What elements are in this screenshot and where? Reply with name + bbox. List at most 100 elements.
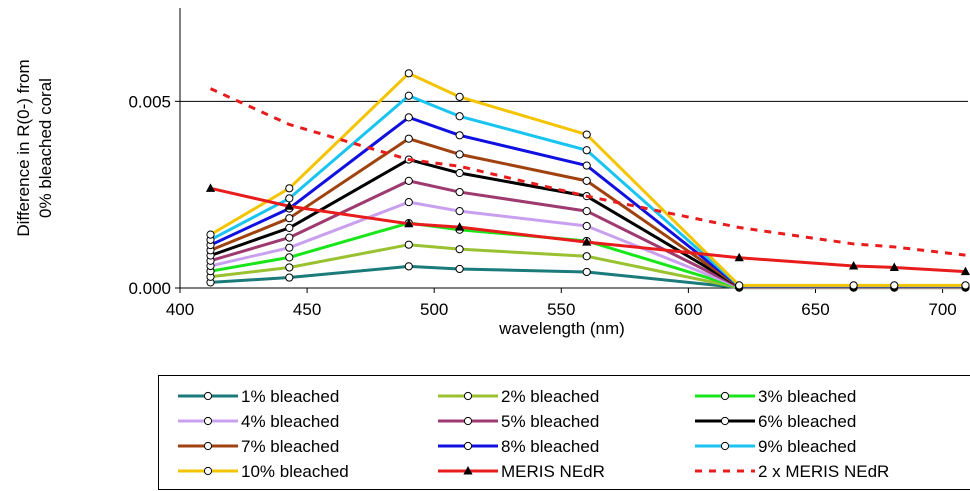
legend-marker — [720, 416, 730, 426]
legend-marker — [463, 441, 473, 451]
data-point — [582, 221, 591, 231]
legend-label: 7% bleached — [241, 437, 339, 456]
legend-item: MERIS NEdR — [438, 462, 605, 481]
legend-marker — [720, 441, 730, 451]
data-point — [404, 198, 413, 207]
data-point — [455, 150, 464, 159]
data-point — [455, 264, 464, 274]
legend-item: 5% bleached — [438, 412, 599, 431]
data-point — [582, 206, 591, 216]
data-point — [849, 281, 858, 290]
x-tick-label: 400 — [166, 300, 194, 319]
legend-label: 8% bleached — [501, 437, 599, 456]
legend-label: MERIS NEdR — [501, 462, 605, 481]
data-point — [582, 176, 591, 185]
data-point — [285, 273, 294, 282]
data-point — [404, 218, 414, 228]
legend-item: 6% bleached — [695, 412, 856, 431]
x-tick-label: 650 — [801, 300, 829, 319]
legend-label: 6% bleached — [758, 412, 856, 431]
data-point — [285, 214, 294, 223]
data-point — [285, 233, 294, 242]
legend-item: 4% bleached — [178, 412, 339, 431]
data-point — [455, 112, 464, 121]
data-point — [455, 206, 464, 216]
data-point — [455, 245, 464, 254]
data-point — [206, 230, 215, 239]
x-tick-label: 700 — [928, 300, 956, 319]
data-point — [582, 237, 592, 246]
legend-label: 4% bleached — [241, 412, 339, 431]
data-point — [285, 243, 294, 252]
legend-item: 10% bleached — [178, 462, 349, 481]
data-point — [890, 281, 899, 290]
y-axis-label: Difference in R(0-) from 0% bleached cora… — [14, 59, 55, 236]
series-line — [209, 87, 966, 257]
data-point — [285, 263, 294, 272]
series-11 — [205, 183, 970, 276]
x-axis-label: wavelength (nm) — [498, 319, 625, 338]
series-10 — [206, 69, 970, 290]
data-point — [735, 281, 744, 290]
legend-label: 10% bleached — [241, 462, 349, 481]
x-tick-label: 600 — [674, 300, 702, 319]
legend-marker — [203, 391, 213, 401]
data-point — [455, 92, 464, 101]
data-point — [455, 187, 464, 197]
data-point — [849, 260, 859, 270]
data-point — [455, 131, 464, 140]
data-point — [285, 184, 294, 193]
legend-item: 8% bleached — [438, 437, 599, 456]
legend-marker — [720, 391, 730, 401]
legend-marker — [463, 391, 473, 401]
legend-label: 3% bleached — [758, 387, 856, 406]
data-point — [404, 69, 413, 78]
data-point — [285, 194, 294, 203]
legend-label: 9% bleached — [758, 437, 856, 456]
data-point — [284, 201, 294, 210]
legend-label: 2% bleached — [501, 387, 599, 406]
legend-item: 7% bleached — [178, 437, 339, 456]
plot-area: 400 450 500 550 600 650 700 0.000 0.005 — [128, 8, 970, 319]
x-tick-label: 450 — [293, 300, 321, 319]
data-point — [205, 183, 216, 192]
data-point — [734, 252, 744, 262]
data-point — [582, 146, 591, 155]
series-layer — [205, 69, 970, 292]
legend-item: 1% bleached — [178, 387, 339, 406]
data-point — [404, 134, 413, 143]
data-point — [582, 161, 591, 170]
x-tick-label: 500 — [420, 300, 448, 319]
x-tick-label: 550 — [547, 300, 575, 319]
data-point — [960, 266, 970, 276]
data-point — [404, 91, 413, 100]
data-point — [285, 223, 294, 232]
data-point — [582, 252, 591, 261]
legend-marker — [203, 441, 213, 451]
data-point — [404, 176, 413, 185]
data-point — [889, 262, 899, 271]
legend-item: 2% bleached — [438, 387, 599, 406]
legend-box — [158, 375, 970, 490]
legend-item: 9% bleached — [695, 437, 856, 456]
y-axis-label-line: Difference in R(0-) from — [14, 59, 33, 236]
legend-marker — [463, 466, 473, 475]
data-point — [404, 113, 413, 122]
legend-item: 2 x MERIS NEdR — [695, 462, 889, 481]
legend-label: 2 x MERIS NEdR — [758, 462, 889, 481]
x-axis-ticks: 400 450 500 550 600 650 700 — [166, 288, 957, 319]
data-point — [404, 240, 413, 249]
data-point — [582, 130, 591, 139]
y-axis-ticks: 0.000 0.005 — [128, 92, 180, 298]
y-axis-label-line: 0% bleached coral — [36, 78, 55, 218]
data-point — [285, 253, 294, 262]
data-point — [582, 267, 591, 277]
data-point — [404, 262, 413, 271]
y-tick-label: 0.005 — [128, 92, 171, 111]
legend: 1% bleached 2% bleached 3% bleached 4% blea… — [158, 375, 970, 490]
legend-label: 1% bleached — [241, 387, 339, 406]
data-point — [455, 168, 464, 178]
data-point — [455, 222, 465, 231]
y-tick-label: 0.000 — [128, 279, 171, 298]
